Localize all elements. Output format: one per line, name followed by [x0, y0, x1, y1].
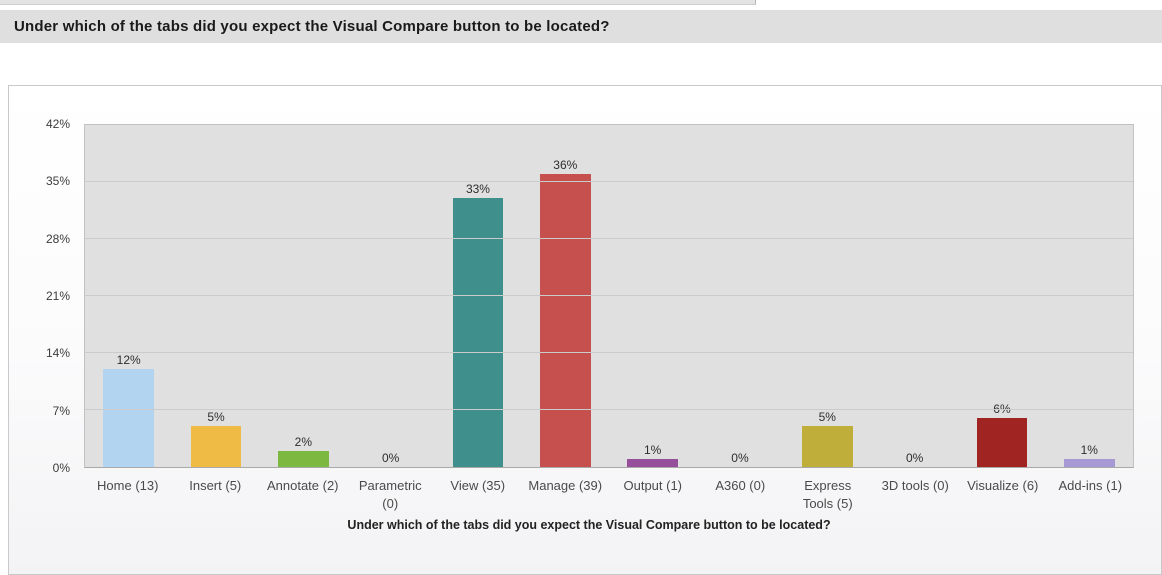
- bar-value-label: 1%: [1080, 442, 1098, 457]
- bar-column: 6%: [958, 125, 1045, 467]
- bar: [539, 173, 591, 467]
- bar-value-label: 0%: [731, 451, 749, 465]
- bar: [627, 458, 678, 467]
- y-axis: 0% 7% 14% 21% 28% 35% 42%: [9, 117, 79, 475]
- y-axis-tick-label: 14%: [45, 346, 70, 361]
- x-axis-label: Parametric (0): [358, 478, 422, 511]
- gridline: [85, 352, 1133, 353]
- bar-column: 33%: [434, 125, 521, 467]
- bar: [190, 426, 242, 467]
- gridline: [85, 181, 1133, 182]
- bar-column: 36%: [522, 125, 609, 467]
- bar-column: 5%: [784, 125, 871, 467]
- bar: [801, 426, 853, 467]
- x-axis-label: Add-ins (1): [1058, 478, 1123, 493]
- y-axis-tick-label: 21%: [45, 289, 70, 303]
- bar-column: 1%: [1046, 125, 1133, 467]
- bar-value-label: 33%: [465, 182, 490, 197]
- x-axis-label: View (35): [450, 478, 506, 493]
- bar: [103, 369, 154, 467]
- plot-area: 12% 5% 2% 0% 33% 36% 1% 0% 5% 0% 6% 1%: [84, 124, 1134, 468]
- gridline: [85, 295, 1133, 296]
- bar-value-label: 5%: [207, 410, 225, 425]
- bar: [1063, 458, 1115, 467]
- question-header-text: Under which of the tabs did you expect t…: [14, 18, 610, 35]
- y-axis-tick-label: 42%: [45, 117, 70, 131]
- bar: [452, 198, 504, 467]
- bar-value-label: 1%: [643, 442, 662, 457]
- x-axis-label: 3D tools (0): [881, 478, 949, 493]
- x-axis-labels: Home (13) Insert (5) Annotate (2) Parametri…: [84, 477, 1134, 512]
- bar-column: 1%: [609, 125, 696, 467]
- bar-value-label: 0%: [381, 451, 400, 465]
- x-axis-label: Manage (39): [528, 478, 603, 493]
- bar-value-label: 0%: [905, 451, 924, 465]
- bar-value-label: 12%: [116, 353, 141, 368]
- chart-card: 0% 7% 14% 21% 28% 35% 42% 12% 5% 2% 0% 33% 36% 1% 0% 5…: [8, 85, 1162, 575]
- y-axis-tick-label: 7%: [52, 403, 70, 418]
- bar-column: 0%: [347, 125, 434, 467]
- bar-column: 0%: [871, 125, 958, 467]
- x-axis-label: Annotate (2): [266, 478, 339, 493]
- x-axis-label: A360 (0): [715, 478, 766, 493]
- bar: [278, 450, 329, 467]
- y-axis-tick-label: 35%: [45, 174, 70, 189]
- y-axis-tick-label: 28%: [45, 231, 70, 246]
- x-axis-label: Express Tools (5): [802, 478, 853, 511]
- x-axis-label: Home (13): [97, 478, 159, 493]
- cutoff-previous-section-strip: [0, 0, 756, 5]
- bar-column: 0%: [696, 125, 783, 467]
- bar-value-label: 2%: [294, 434, 312, 449]
- y-axis-tick-label: 0%: [52, 461, 70, 475]
- x-axis-label: Visualize (6): [967, 478, 1039, 493]
- gridline: [85, 238, 1133, 239]
- x-axis-label: Insert (5): [189, 478, 242, 493]
- bar-column: 2%: [260, 125, 347, 467]
- x-axis-title: Under which of the tabs did you expect t…: [347, 518, 831, 532]
- bar-value-label: 5%: [818, 410, 836, 425]
- bar-column: 12%: [85, 125, 172, 467]
- bar: [976, 418, 1028, 467]
- question-header-bar: Under which of the tabs did you expect t…: [0, 10, 1162, 43]
- x-axis-label: Output (1): [623, 478, 683, 493]
- gridline: [85, 409, 1133, 410]
- bars-row: 12% 5% 2% 0% 33% 36% 1% 0% 5% 0% 6% 1%: [85, 125, 1133, 467]
- bar-value-label: 36%: [553, 157, 578, 172]
- bar-column: 5%: [172, 125, 259, 467]
